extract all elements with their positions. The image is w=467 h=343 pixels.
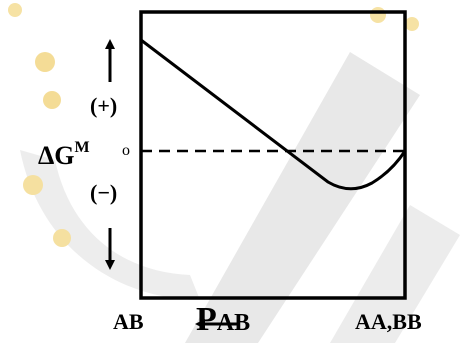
x-right-label: AA,BB (355, 309, 422, 334)
watermark-stroke-large (185, 52, 420, 343)
watermark-dot-1 (35, 52, 55, 72)
watermark-dot-6 (405, 17, 419, 31)
watermark-arc (20, 150, 200, 300)
plot-frame (139, 10, 407, 300)
p-symbol: P (196, 301, 217, 338)
watermark-dot-2 (43, 91, 61, 109)
watermark-dot-4 (53, 229, 71, 247)
delta-g-symbol: ΔG (38, 141, 75, 170)
p-subscript: AB (216, 310, 251, 336)
zero-marker: o (122, 142, 130, 159)
watermark-stroke-small (330, 205, 460, 343)
free-energy-curve (140, 38, 407, 191)
p-ab-label: PAB (196, 303, 250, 337)
watermark-dot-3 (23, 175, 43, 195)
watermark-dot-7 (8, 3, 22, 17)
delta-g-mixing-label: ΔGM (38, 140, 90, 169)
positive-label: (+) (90, 93, 118, 118)
delta-g-superscript: M (74, 139, 90, 156)
negative-label: (−) (90, 180, 118, 205)
x-left-label: AB (113, 309, 144, 334)
